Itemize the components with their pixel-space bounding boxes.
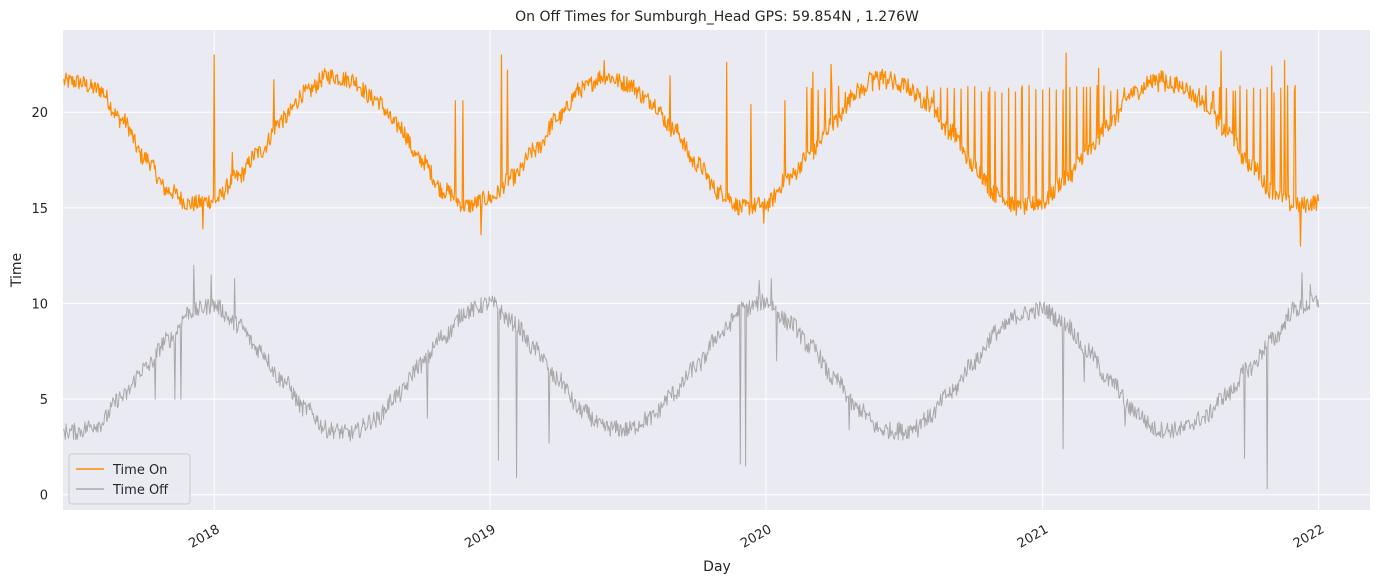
x-tick-label-2021: 2021 [1015, 522, 1051, 552]
x-axis-title: Day [703, 559, 731, 575]
x-tick-label-2019: 2019 [462, 522, 498, 552]
y-tick-label-0: 0 [40, 489, 48, 504]
plot-background [63, 30, 1370, 510]
chart-title: On Off Times for Sumburgh_Head GPS: 59.8… [515, 9, 919, 25]
series-lines [63, 50, 1320, 490]
x-tick-labels: 2018 2019 2020 2021 2022 [186, 522, 1327, 552]
y-tick-label-20: 20 [31, 106, 48, 121]
x-tick-label-2020: 2020 [738, 522, 774, 552]
y-tick-label-15: 15 [31, 202, 48, 217]
legend-label-time-off: Time Off [112, 483, 169, 498]
y-tick-label-5: 5 [40, 393, 48, 408]
y-axis-title: Time [9, 253, 25, 288]
y-tick-label-10: 10 [31, 297, 48, 312]
y-tick-labels: 0 5 10 15 20 [31, 106, 48, 503]
y-grid [63, 111, 1370, 496]
series-line-time-off [63, 264, 1320, 490]
series-line-time-on [63, 50, 1320, 247]
legend: Time On Time Off [68, 453, 191, 505]
x-tick-label-2022: 2022 [1291, 522, 1327, 552]
legend-label-time-on: Time On [112, 463, 167, 478]
x-tick-label-2018: 2018 [186, 522, 222, 552]
legend-box [68, 453, 191, 505]
